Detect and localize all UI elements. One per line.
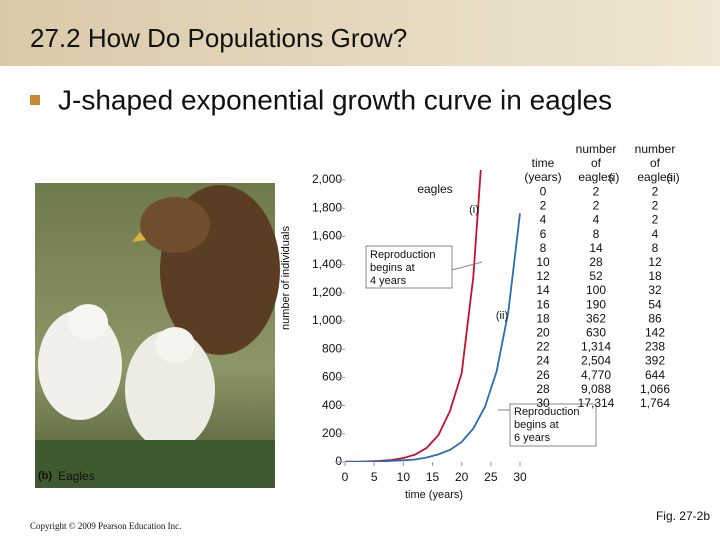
y-tick-label: 800 [322,341,342,355]
table-cell: 2 [540,199,547,213]
table-header: number of eagles [635,142,676,184]
table-cell: 4 [540,213,547,227]
table-cell: 18 [536,311,550,325]
table-cell: 18 [648,269,662,283]
table-cell: 14 [589,241,603,255]
y-tick-label: 400 [322,398,342,412]
series-group [345,170,482,462]
callout-pointer [451,261,483,271]
annotation: Reproduction begins at 6 years [514,406,579,444]
x-tick-label: 5 [371,470,378,484]
table-cell: 28 [536,382,550,396]
table-cell: 100 [586,283,606,297]
table-cell: 1,764 [640,396,670,410]
table-cell: 238 [645,340,665,354]
callout-2: Reproduction begins at 6 years [509,403,597,447]
line-series [345,213,521,462]
table-cell: 52 [589,269,603,283]
table-cell: 1,066 [640,382,670,396]
table-cell: 4,770 [581,368,611,382]
x-tick-label: 25 [484,470,498,484]
y-tick-label: 1,000 [312,313,342,327]
callout-1: Reproduction begins at 4 years [365,245,453,289]
table-cell: 644 [645,368,665,382]
table-header-series: (ii) [666,170,679,184]
chart-title: eagles [417,182,452,196]
x-tick-label: 10 [397,470,411,484]
y-tick-label: 200 [322,426,342,440]
table-cell: 20 [536,325,550,339]
x-tick-label: 20 [455,470,469,484]
table-cell: 16 [536,297,550,311]
table-cell: 2 [593,184,600,198]
table-header: number of eagles [576,142,617,184]
y-tick-label: 1,600 [312,229,342,243]
figure-ref: Fig. 27-2b [656,509,710,523]
copyright: Copyright © 2009 Pearson Education Inc. [30,521,181,531]
annotation: Reproduction begins at 4 years [370,249,435,287]
table-cell: 190 [586,297,606,311]
table-cell: 4 [652,227,659,241]
table-cell: 2 [652,199,659,213]
series-label: (ii) [496,310,508,322]
table-cell: 2,504 [581,354,611,368]
table-cell: 17,314 [578,396,615,410]
bullet-icon [30,95,40,105]
series-label: (i) [469,204,479,216]
table-cell: 24 [536,354,550,368]
table-cell: 362 [586,311,606,325]
photo-label: Eagles [58,469,95,483]
slide-title: 27.2 How Do Populations Grow? [30,23,407,53]
y-tick-label: 0 [335,454,342,468]
photo-tag: (b) [38,470,52,482]
table-cell: 2 [652,184,659,198]
table-cell: 2 [593,199,600,213]
table-header-series: (i) [609,170,620,184]
x-tick-label: 15 [426,470,440,484]
table-cell: 32 [648,283,662,297]
table-cell: 22 [536,340,550,354]
table-cell: 54 [648,297,662,311]
y-axis-label: number of individuals [280,226,292,330]
table-cell: 392 [645,354,665,368]
y-tick-label: 2,000 [312,172,342,186]
table-cell: 2 [652,213,659,227]
table-cell: 26 [536,368,550,382]
y-tick-label: 1,200 [312,285,342,299]
table-cell: 0 [540,184,547,198]
table-cell: 8 [593,227,600,241]
table-cell: 8 [652,241,659,255]
x-tick-label: 0 [342,470,349,484]
table-cell: 1,314 [581,340,611,354]
table-cell: 28 [589,255,603,269]
table-cell: 6 [540,227,547,241]
table-cell: 30 [536,396,550,410]
eagle-photo [35,183,280,488]
table-header: time (years) [524,156,561,184]
table-cell: 14 [536,283,550,297]
x-axis-label: time (years) [405,489,463,501]
table-cell: 10 [536,255,550,269]
y-tick-label: 1,400 [312,257,342,271]
table-cell: 12 [536,269,550,283]
table-cell: 9,088 [581,382,611,396]
table-cell: 86 [648,311,662,325]
table-cell: 630 [586,325,606,339]
x-tick-label: 30 [513,470,527,484]
table-cell: 4 [593,213,600,227]
y-tick-label: 1,800 [312,200,342,214]
header-bar [0,0,720,66]
table-cell: 8 [540,241,547,255]
table-cell: 142 [645,325,665,339]
table-cell: 12 [648,255,662,269]
line-series [345,170,482,462]
bullet-text: J-shaped exponential growth curve in eag… [58,84,612,115]
y-tick-label: 600 [322,370,342,384]
series-group [345,213,521,462]
